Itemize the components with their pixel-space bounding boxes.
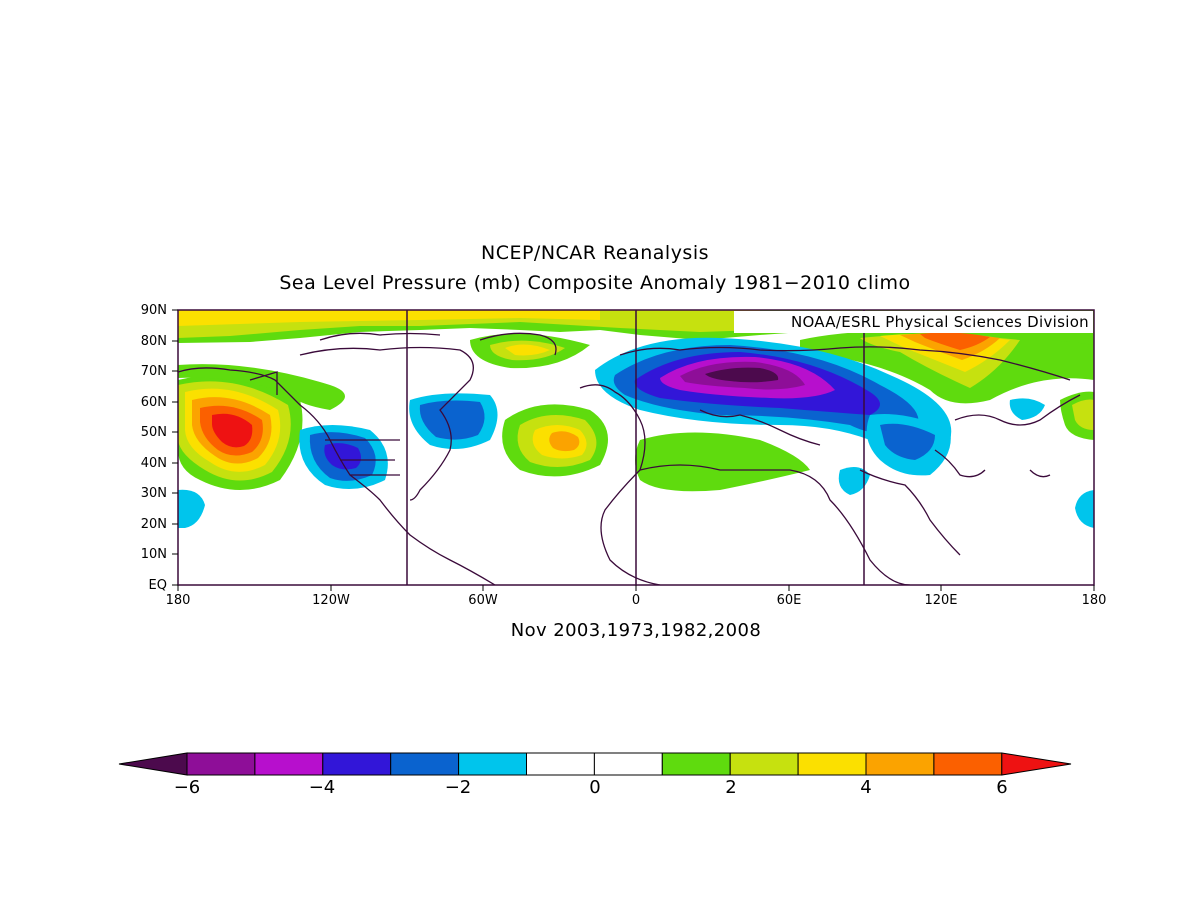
colorbar-segment [254,752,324,776]
lon-label-60e: 60E [776,593,802,608]
colorbar-arrow-right [1001,752,1072,776]
colorbar-segment [865,752,935,776]
europe-high [635,432,810,492]
lat-label-20n: 20N [140,517,167,532]
colorbar-segment [593,752,663,776]
colorbar-segment [458,752,528,776]
colorbar-segment [729,752,799,776]
colorbar-segment [322,752,392,776]
credit-label: NOAA/ESRL Physical Sciences Division [734,311,1093,333]
lon-label-0: 0 [631,593,641,608]
colorbar-label-neg4: −4 [308,777,336,798]
lat-label-30n: 30N [140,486,167,501]
lat-label-eq: EQ [148,578,167,593]
meridian-lines [406,310,865,585]
lat-label-50n: 50N [140,425,167,440]
anomaly-contours [178,310,1094,528]
colorbar-segment [933,752,1003,776]
colorbar-arrow-left [118,752,188,776]
coastlines [178,332,1081,585]
lon-label-120e: 120E [924,593,958,608]
colorbar-label-2: 2 [725,777,737,798]
map-subtitle-variable: Sea Level Pressure (mb) Composite Anomal… [279,272,911,294]
composite-dates: Nov 2003,1973,1982,2008 [510,620,762,641]
colorbar-label-4: 4 [860,777,872,798]
colorbar-label-neg6: −6 [173,777,201,798]
axis-ticks [172,309,1095,591]
colorbar-label-6: 6 [996,777,1008,798]
arctic-band-yellow [178,310,600,326]
colorbar-segment [661,752,731,776]
lon-label-120w: 120W [312,593,350,608]
lat-label-10n: 10N [140,547,167,562]
colorbar-segment [186,752,256,776]
lat-label-70n: 70N [140,364,167,379]
lat-label-60n: 60N [140,395,167,410]
colorbar-label-0: 0 [589,777,601,798]
lon-label-180w: 180 [165,593,191,608]
lat-label-40n: 40N [140,456,167,471]
lat-label-90n: 90N [140,303,167,318]
lon-label-60w: 60W [468,593,498,608]
lat-label-80n: 80N [140,334,167,349]
map-title: NCEP/NCAR Reanalysis [480,242,710,264]
colorbar-segment [526,752,595,776]
colorbar [118,752,1072,776]
lon-label-180e: 180 [1081,593,1107,608]
colorbar-label-neg2: −2 [444,777,472,798]
colorbar-segment [390,752,460,776]
colorbar-segment [797,752,867,776]
